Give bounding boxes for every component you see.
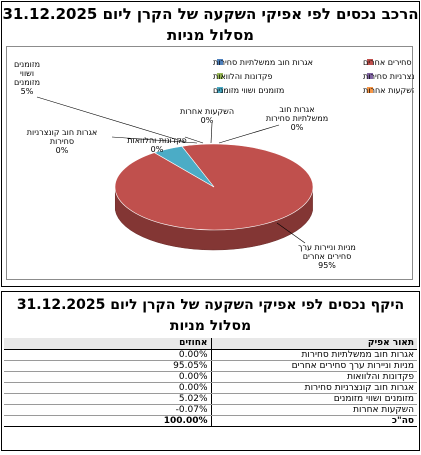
legend-label: השקעות אחרות — [363, 86, 414, 95]
table-row: אגרות חוב קונצרניות סחירות 0.00% — [4, 382, 417, 394]
data-label: פקדונות והלוואות — [127, 136, 187, 145]
assets-table: תאור אפיק אחוזים אגרות חוב ממשלתיות סחיר… — [4, 338, 417, 427]
table-row: פקדונות והלוואות 0.00% — [4, 371, 417, 383]
leader-line — [36, 96, 186, 143]
data-label: סחירים אחרים — [303, 252, 352, 261]
chart-title: הרכב נכסים לפי אפיקי השקעה של הקרן ליום … — [2, 5, 419, 23]
data-label: ממשלתיות סחירות — [266, 114, 328, 123]
header-percent: אחוזים — [4, 338, 211, 350]
data-label-percent: 0% — [291, 123, 304, 132]
leader-line — [276, 222, 306, 244]
pie-slice — [153, 145, 215, 188]
leader-line — [210, 122, 213, 144]
legend-label: אגרות חוב ממשלתיות סחירות — [213, 58, 313, 67]
data-label: סחירות — [50, 137, 74, 146]
data-label-percent: 0% — [151, 145, 164, 154]
total-label: סה"כ — [210, 415, 417, 427]
data-label: אגרות חוב — [279, 105, 314, 114]
data-label: מזומנים — [14, 78, 40, 87]
table-panel: היקף נכסים לפי אפיקי השקעה של הקרן ליום … — [1, 291, 420, 451]
row-name: פקדונות והלוואות — [210, 371, 417, 383]
row-percent: 0.00% — [4, 382, 211, 394]
table-header-row: תאור אפיק אחוזים — [4, 338, 417, 350]
data-label-percent: 0% — [56, 146, 69, 155]
row-name: מניות וניירות ערך סחירים אחרים — [210, 360, 417, 372]
legend-swatch — [217, 87, 223, 93]
legend-label: אגרות חוב קונצרניות סחירות — [363, 72, 414, 81]
table-row: השקעות אחרות -0.07% — [4, 404, 417, 416]
chart-panel: הרכב נכסים לפי אפיקי השקעה של הקרן ליום … — [1, 1, 420, 287]
legend-swatch — [217, 59, 223, 65]
total-percent: 100.00% — [4, 415, 211, 427]
row-percent: 0.00% — [4, 371, 211, 383]
chart-subtitle: מסלול מניות — [166, 26, 255, 44]
data-label: אגרות חוב קונצרניות — [27, 128, 97, 137]
table-row: אגרות חוב ממשלתיות סחירות 0.00% — [4, 349, 417, 361]
legend-swatch — [367, 59, 373, 65]
row-name: אגרות חוב ממשלתיות סחירות — [210, 349, 417, 361]
row-name: אגרות חוב קונצרניות סחירות — [210, 382, 417, 394]
legend-swatch — [367, 87, 373, 93]
table-subtitle: מסלול מניות — [169, 318, 252, 334]
data-label-percent: 5% — [21, 87, 34, 96]
legend-label: פקדונות והלוואות — [213, 72, 273, 81]
data-label: מניות וניירות ערך — [298, 243, 356, 252]
pie-chart: מניות וני״רות ערך סחירים אחרים אגרות חוב … — [14, 58, 414, 270]
row-name: מזומנים ושווי מזומנים — [210, 393, 417, 405]
legend-label: מזומנים ושווי מזומנים — [213, 86, 284, 95]
leader-line — [184, 136, 204, 144]
table-row: מזומנים ושווי מזומנים 5.02% — [4, 393, 417, 405]
row-percent: 95.05% — [4, 360, 211, 372]
header-description: תאור אפיק — [210, 338, 417, 350]
leader-line — [218, 124, 280, 144]
legend-swatch — [217, 73, 223, 79]
table-title: היקף נכסים לפי אפיקי השקעה של הקרן ליום … — [16, 297, 405, 313]
row-percent: -0.07% — [4, 404, 211, 416]
row-name: השקעות אחרות — [210, 404, 417, 416]
total-row: סה"כ 100.00% — [4, 415, 417, 427]
data-label: מזומנים — [14, 60, 40, 69]
data-label-percent: 95% — [318, 261, 336, 270]
row-percent: 5.02% — [4, 393, 211, 405]
legend-swatch — [367, 73, 373, 79]
leader-line — [111, 136, 198, 144]
legend-label: מניות וני״רות ערך סחירים אחרים — [363, 58, 414, 67]
data-label-percent: 0% — [201, 116, 214, 125]
data-label: ושווי — [20, 69, 34, 78]
pie-chart-frame: מניות וני״רות ערך סחירים אחרים אגרות חוב … — [6, 46, 414, 280]
data-label: השקעות אחרות — [180, 107, 234, 116]
row-percent: 0.00% — [4, 349, 211, 361]
table-row: מניות וניירות ערך סחירים אחרים 95.05% — [4, 360, 417, 372]
